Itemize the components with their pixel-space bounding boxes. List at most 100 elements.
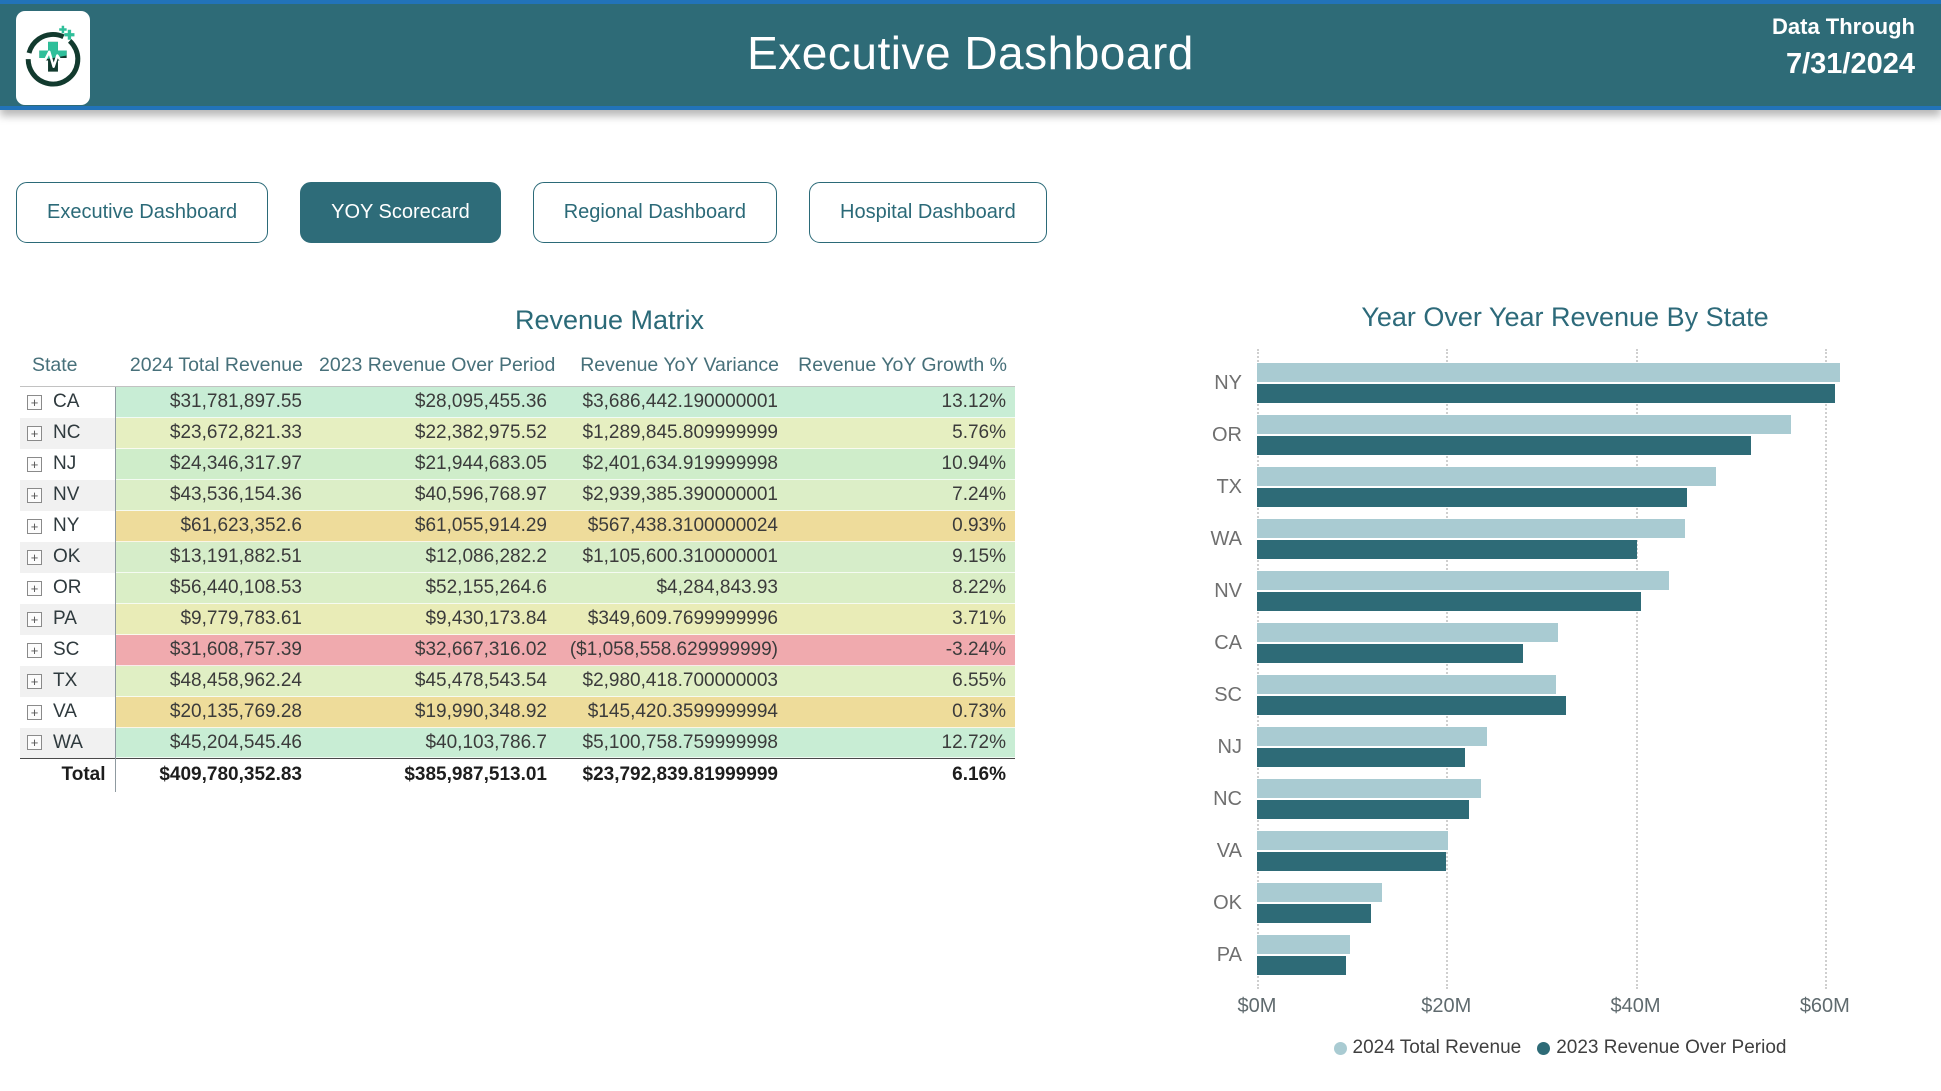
col-header-rev2024: 2024 Total Revenue: [115, 350, 311, 387]
gridline-40: [1635, 349, 1638, 989]
expand-icon[interactable]: +: [27, 518, 42, 534]
cell-rev2023: $28,095,455.36: [311, 386, 556, 418]
bar-2023-TX[interactable]: [1257, 488, 1688, 507]
expand-icon[interactable]: +: [27, 642, 42, 658]
nav-button-hospital-dashboard[interactable]: Hospital Dashboard: [809, 182, 1047, 243]
cell-rev2023: $32,667,316.02: [311, 634, 556, 666]
expand-icon[interactable]: +: [27, 704, 42, 720]
bar-2024-NY[interactable]: [1257, 363, 1841, 382]
state-label: NY: [53, 515, 80, 536]
cell-variance: $2,401,634.919999998: [556, 448, 787, 480]
expand-icon[interactable]: +: [27, 394, 42, 410]
logo: [16, 11, 90, 105]
bar-2024-OK[interactable]: [1257, 883, 1382, 902]
cell-rev2024: $31,781,897.55: [115, 386, 311, 418]
bar-2023-NY[interactable]: [1257, 384, 1835, 403]
bar-2024-CA[interactable]: [1257, 623, 1558, 642]
cell-variance: $2,980,418.700000003: [556, 665, 787, 697]
bar-2023-NJ[interactable]: [1257, 748, 1465, 767]
matrix-row-OK[interactable]: + OK $13,191,882.51 $12,086,282.2 $1,105,600…: [20, 541, 1015, 573]
bar-2023-WA[interactable]: [1257, 540, 1637, 559]
expand-icon[interactable]: +: [27, 580, 42, 596]
bar-2024-TX[interactable]: [1257, 467, 1716, 486]
chart-row-OR: OR: [1212, 409, 1875, 461]
cell-rev2023: $40,596,768.97: [311, 479, 556, 511]
bar-2023-SC[interactable]: [1257, 696, 1567, 715]
matrix-row-OR[interactable]: + OR $56,440,108.53 $52,155,264.6 $4,284,843…: [20, 572, 1015, 604]
state-cell-WA: + WA: [20, 727, 116, 759]
chart-category-label: VA: [1216, 839, 1242, 862]
chart-row-NJ: NJ: [1218, 721, 1875, 773]
expand-icon[interactable]: +: [27, 735, 42, 751]
chart-x-axis: $0M $20M $40M $60M: [1238, 995, 1875, 1021]
matrix-total-row: Total $409,780,352.83 $385,987,513.01 $23,7…: [20, 758, 1015, 792]
total-growth: 6.16%: [787, 758, 1015, 792]
expand-icon[interactable]: +: [27, 456, 42, 472]
bar-2023-NC[interactable]: [1257, 800, 1469, 819]
data-through-block: Data Through 7/31/2024: [1772, 14, 1915, 81]
expand-icon[interactable]: +: [27, 673, 42, 689]
cell-rev2024: $13,191,882.51: [115, 541, 311, 573]
expand-icon[interactable]: +: [27, 611, 42, 627]
matrix-row-SC[interactable]: + SC $31,608,757.39 $32,667,316.02 ($1,058,5…: [20, 634, 1015, 666]
bar-2024-VA[interactable]: [1257, 831, 1448, 850]
bar-2023-PA[interactable]: [1257, 956, 1347, 975]
cell-rev2023: $21,944,683.05: [311, 448, 556, 480]
chart-row-NV: NV: [1214, 565, 1875, 617]
bar-2024-OR[interactable]: [1257, 415, 1792, 434]
cell-rev2023: $9,430,173.84: [311, 603, 556, 635]
chart-row-CA: CA: [1214, 617, 1875, 669]
bar-2023-NV[interactable]: [1257, 592, 1642, 611]
nav-button-regional-dashboard[interactable]: Regional Dashboard: [532, 182, 778, 243]
state-label: WA: [53, 731, 83, 753]
cell-growth: 0.73%: [787, 696, 1015, 728]
expand-icon[interactable]: +: [27, 425, 42, 441]
bar-2024-NV[interactable]: [1257, 571, 1670, 590]
chart-category-label: OK: [1213, 891, 1242, 914]
chart-category-label: NJ: [1217, 735, 1242, 758]
cell-rev2024: $56,440,108.53: [115, 572, 311, 604]
matrix-row-TX[interactable]: + TX $48,458,962.24 $45,478,543.54 $2,980,41…: [20, 665, 1015, 697]
state-cell-NC: + NC: [20, 417, 116, 449]
bar-2024-PA[interactable]: [1257, 935, 1350, 954]
bar-2023-OR[interactable]: [1257, 436, 1751, 455]
cell-rev2023: $19,990,348.92: [311, 696, 556, 728]
matrix-row-NY[interactable]: + NY $61,623,352.6 $61,055,914.29 $567,438.3…: [20, 510, 1015, 542]
matrix-row-NV[interactable]: + NV $43,536,154.36 $40,596,768.97 $2,939,38…: [20, 479, 1015, 511]
cell-growth: 10.94%: [787, 448, 1015, 480]
data-through-label: Data Through: [1772, 14, 1915, 39]
expand-icon[interactable]: +: [27, 487, 42, 503]
bar-2023-OK[interactable]: [1257, 904, 1372, 923]
nav-button-executive-dashboard[interactable]: Executive Dashboard: [16, 182, 269, 243]
cell-variance: $145,420.3599999994: [556, 696, 787, 728]
gridline-0: [1257, 349, 1259, 989]
legend-item-2023[interactable]: 2023 Revenue Over Period: [1537, 1037, 1786, 1059]
state-label: TX: [53, 670, 78, 691]
total-rev2023: $385,987,513.01: [311, 758, 556, 792]
cell-growth: 9.15%: [787, 541, 1015, 573]
matrix-row-NC[interactable]: + NC $23,672,821.33 $22,382,975.52 $1,289,84…: [20, 417, 1015, 449]
bar-2024-NC[interactable]: [1257, 779, 1481, 798]
bar-2024-WA[interactable]: [1257, 519, 1685, 538]
chart-category-label: TX: [1216, 475, 1242, 498]
matrix-row-PA[interactable]: + PA $9,779,783.61 $9,430,173.84 $349,609.76…: [20, 603, 1015, 635]
matrix-row-NJ[interactable]: + NJ $24,346,317.97 $21,944,683.05 $2,401,63…: [20, 448, 1015, 480]
cell-rev2023: $61,055,914.29: [311, 510, 556, 542]
matrix-row-CA[interactable]: + CA $31,781,897.55 $28,095,455.36 $3,686,44…: [20, 386, 1015, 418]
x-tick-label-40M: $40M: [1610, 995, 1661, 1017]
nav-button-yoy-scorecard[interactable]: YOY Scorecard: [300, 182, 501, 243]
legend-item-2024[interactable]: 2024 Total Revenue: [1333, 1037, 1521, 1059]
bar-2024-NJ[interactable]: [1257, 727, 1488, 746]
col-header-growth: Revenue YoY Growth %: [787, 350, 1015, 387]
matrix-row-VA[interactable]: + VA $20,135,769.28 $19,990,348.92 $145,420.…: [20, 696, 1015, 728]
bar-2023-CA[interactable]: [1257, 644, 1523, 663]
bar-2023-VA[interactable]: [1257, 852, 1447, 871]
cell-variance: $4,284,843.93: [556, 572, 787, 604]
bar-2024-SC[interactable]: [1257, 675, 1557, 694]
state-cell-OK: + OK: [20, 541, 116, 573]
revenue-matrix-visual: Revenue Matrix State 2024 Total Revenue …: [20, 305, 1015, 792]
cell-rev2024: $23,672,821.33: [115, 417, 311, 449]
state-cell-CA: + CA: [20, 386, 116, 418]
matrix-row-WA[interactable]: + WA $45,204,545.46 $40,103,786.7 $5,100,758…: [20, 727, 1015, 759]
expand-icon[interactable]: +: [27, 549, 42, 565]
